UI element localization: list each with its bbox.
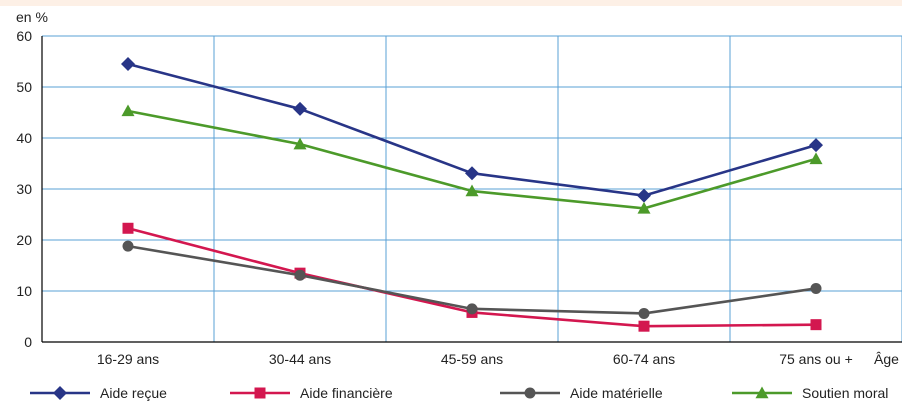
y-tick-label: 0 bbox=[24, 334, 32, 350]
y-tick-label: 50 bbox=[16, 79, 32, 95]
legend-marker bbox=[524, 387, 536, 399]
legend-label: Aide reçue bbox=[100, 385, 167, 401]
series-2 bbox=[122, 240, 822, 319]
series-0 bbox=[121, 57, 823, 203]
data-point bbox=[809, 138, 823, 153]
legend-item: Soutien moral bbox=[732, 385, 888, 401]
series-3 bbox=[121, 104, 823, 214]
legend-marker bbox=[254, 387, 266, 399]
data-point bbox=[465, 166, 479, 181]
y-axis-label: en % bbox=[16, 9, 48, 25]
x-tick-label: 75 ans ou + bbox=[779, 351, 853, 367]
data-point bbox=[638, 320, 650, 332]
y-tick-label: 40 bbox=[16, 130, 32, 146]
data-point bbox=[293, 137, 307, 150]
data-point bbox=[637, 188, 651, 203]
data-point bbox=[810, 282, 822, 294]
data-point bbox=[637, 201, 651, 214]
data-point bbox=[122, 222, 134, 234]
y-tick-label: 30 bbox=[16, 181, 32, 197]
legend-item: Aide matérielle bbox=[500, 385, 663, 401]
legend-marker bbox=[755, 386, 769, 399]
y-tick-label: 20 bbox=[16, 232, 32, 248]
y-tick-label: 10 bbox=[16, 283, 32, 299]
data-point bbox=[809, 152, 823, 165]
y-tick-label: 60 bbox=[16, 28, 32, 44]
x-tick-label: 30-44 ans bbox=[269, 351, 331, 367]
legend-label: Aide matérielle bbox=[570, 385, 663, 401]
top-strip bbox=[0, 0, 902, 6]
legend-label: Aide financière bbox=[300, 385, 393, 401]
data-point bbox=[466, 303, 478, 315]
legend-marker bbox=[53, 386, 67, 400]
data-point bbox=[810, 319, 822, 331]
legend-label: Soutien moral bbox=[802, 385, 888, 401]
legend-item: Aide financière bbox=[230, 385, 393, 401]
series-1 bbox=[122, 222, 822, 332]
x-tick-label: 60-74 ans bbox=[613, 351, 675, 367]
data-point bbox=[121, 104, 135, 117]
x-tick-label: 16-29 ans bbox=[97, 351, 159, 367]
data-point bbox=[121, 57, 135, 72]
data-point bbox=[294, 269, 306, 281]
legend-item: Aide reçue bbox=[30, 385, 167, 401]
data-point bbox=[465, 184, 479, 197]
x-axis-label: Âge bbox=[874, 351, 899, 367]
data-point bbox=[638, 307, 650, 319]
data-point bbox=[293, 101, 307, 116]
data-point bbox=[122, 240, 134, 252]
x-tick-label: 45-59 ans bbox=[441, 351, 503, 367]
